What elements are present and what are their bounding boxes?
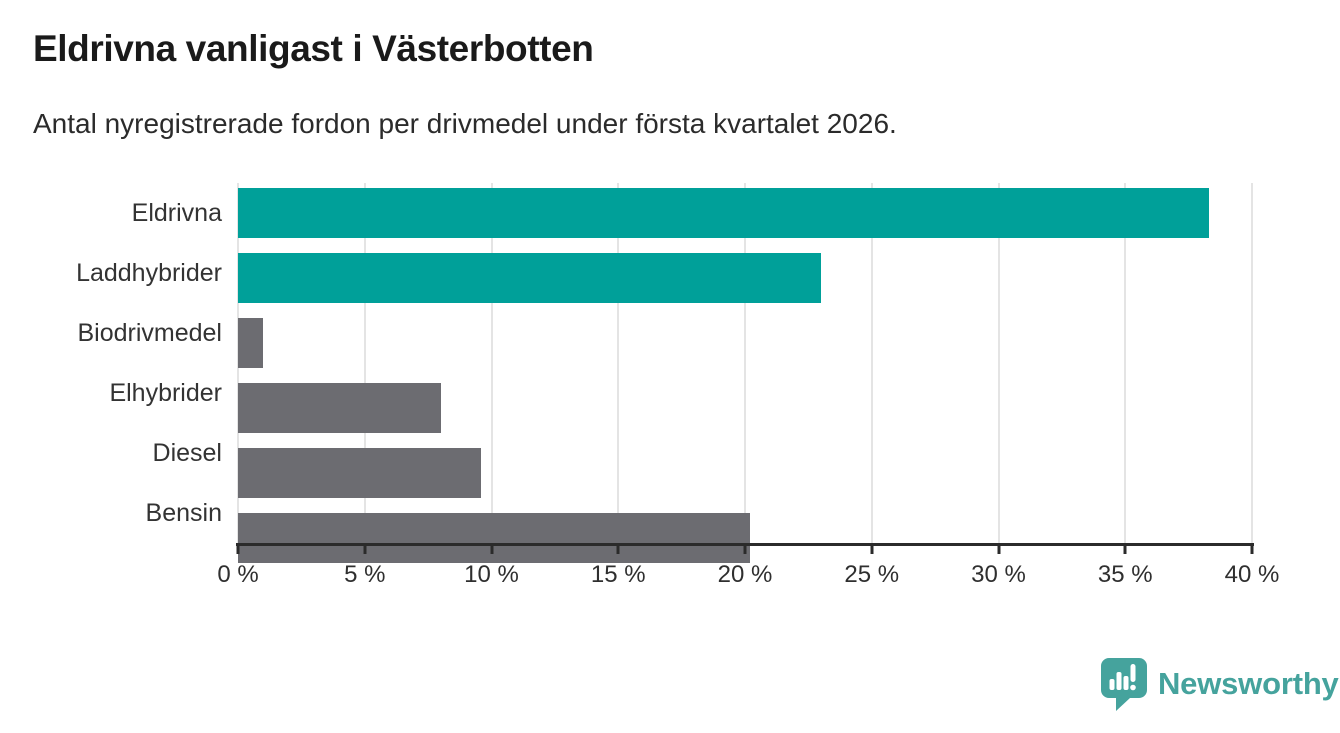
gridline	[490, 183, 493, 543]
x-tick-label: 30 %	[971, 561, 1026, 588]
bar-row	[238, 448, 1252, 508]
bar-biodrivmedel	[238, 318, 264, 368]
gridline	[1124, 183, 1127, 543]
gridline	[997, 183, 1000, 543]
x-tick-label: 15 %	[590, 561, 646, 588]
bar-laddhybrider	[238, 253, 822, 303]
x-tick-label: 35 %	[1097, 561, 1153, 588]
bar-rows	[238, 183, 1252, 563]
bar-diesel	[238, 448, 482, 498]
newsworthy-logo: Newsworthy	[1100, 657, 1339, 711]
bar-row	[238, 513, 1252, 573]
newsworthy-logo-text: Newsworthy	[1158, 666, 1339, 701]
x-tick-label: 0 %	[217, 561, 259, 588]
gridline	[363, 183, 366, 543]
category-label: Eldrivna	[131, 199, 222, 227]
gridline	[870, 183, 873, 543]
x-tick	[616, 543, 620, 554]
bar-row	[238, 188, 1252, 248]
x-axis: 0 % 5 % 10 % 15 % 20 % 25 % 30 % 35 % 40 %	[217, 543, 1279, 598]
x-tick	[1123, 543, 1127, 554]
x-tick	[743, 543, 747, 554]
x-tick-label: 5 %	[344, 561, 386, 588]
bar-elhybrider	[238, 383, 441, 433]
newsworthy-logo-icon	[1100, 657, 1148, 711]
gridline	[617, 183, 620, 543]
x-tick-label: 40 %	[1224, 561, 1280, 588]
bar-row	[238, 383, 1252, 443]
x-tick-label: 20 %	[717, 561, 773, 588]
category-label: Laddhybrider	[76, 259, 222, 287]
x-tick	[997, 543, 1000, 554]
gridline	[744, 183, 746, 543]
gridline	[1251, 183, 1253, 543]
category-label: Diesel	[152, 439, 222, 467]
bar-eldrivna	[238, 188, 1209, 238]
x-tick	[490, 543, 493, 554]
x-tick-label: 10 %	[464, 561, 519, 588]
category-label: Elhybrider	[109, 379, 222, 407]
x-tick	[1250, 543, 1254, 554]
x-tick	[363, 543, 367, 554]
chart-title: Eldrivna vanligast i Västerbotten	[33, 28, 594, 69]
bar-chart-plot-area	[237, 183, 1253, 563]
x-tick-label: 25 %	[844, 561, 900, 588]
x-tick	[870, 543, 874, 554]
category-label: Bensin	[145, 499, 222, 527]
chart-subtitle: Antal nyregistrerade fordon per drivmede…	[33, 108, 897, 139]
bar-row	[238, 318, 1252, 378]
category-label: Biodrivmedel	[77, 319, 222, 347]
y-axis-labels: Eldrivna Laddhybrider Biodrivmedel Elhybrid…	[0, 183, 222, 543]
x-tick	[236, 543, 240, 554]
bar-row	[238, 253, 1252, 313]
bar-bensin	[238, 513, 751, 563]
